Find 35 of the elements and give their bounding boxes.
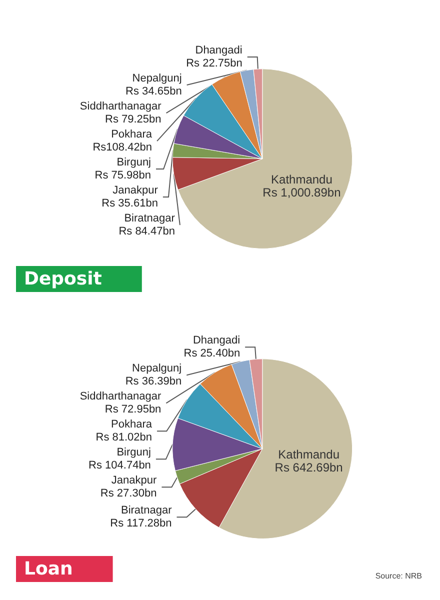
slice-label: Pokhara: [111, 128, 153, 141]
slice-label: Janakpur: [112, 184, 158, 197]
data-label: Rs 84.47bn: [118, 226, 175, 238]
data-label: Rs 117.28bn: [110, 518, 172, 530]
source-note: Source: NRB: [375, 572, 422, 580]
slice-label: Dhangadi: [195, 44, 242, 57]
data-label: Rs 79.25bn: [105, 114, 162, 126]
data-label: Rs 36.39bn: [125, 376, 182, 388]
slice-label: Kathmandu: [278, 447, 340, 462]
slice-label: Siddharthanagar: [80, 100, 162, 113]
data-label: Rs 81.02bn: [96, 432, 152, 444]
slice-label: Dhangadi: [192, 334, 240, 347]
slice-label: Biratnagar: [124, 212, 176, 225]
slice-label: Siddharthanagar: [80, 390, 162, 403]
slice-label: Birgunj: [116, 156, 152, 169]
text: Loan: [24, 558, 73, 580]
data-label: Rs 34.65bn: [126, 86, 182, 98]
slice-label: Kathmandu: [271, 172, 332, 187]
slice-label: Nepalgunj: [132, 72, 182, 85]
data-label: Rs108.42bn: [92, 142, 152, 154]
data-label: Rs 35.61bn: [102, 198, 158, 210]
data-label: Rs 104.74bn: [88, 460, 151, 472]
slice-label: Pokhara: [111, 418, 153, 431]
data-label: Rs 1,000.89bn: [262, 186, 341, 200]
data-label: Rs 75.98bn: [94, 170, 152, 182]
slice-label: Biratnagar: [120, 504, 172, 517]
data-label: Rs 25.40bn: [184, 348, 240, 360]
slice-label: Birgunj: [116, 446, 151, 459]
data-label: Rs 27.30bn: [100, 488, 157, 500]
data-label: Rs 22.75bn: [186, 58, 242, 70]
data-label: Rs 642.69bn: [274, 460, 343, 474]
data-label: Rs 72.95bn: [104, 404, 162, 416]
text: Deposit: [24, 268, 102, 290]
slice-label: Janakpur: [111, 474, 158, 487]
slice-label: Nepalgunj: [132, 362, 182, 375]
